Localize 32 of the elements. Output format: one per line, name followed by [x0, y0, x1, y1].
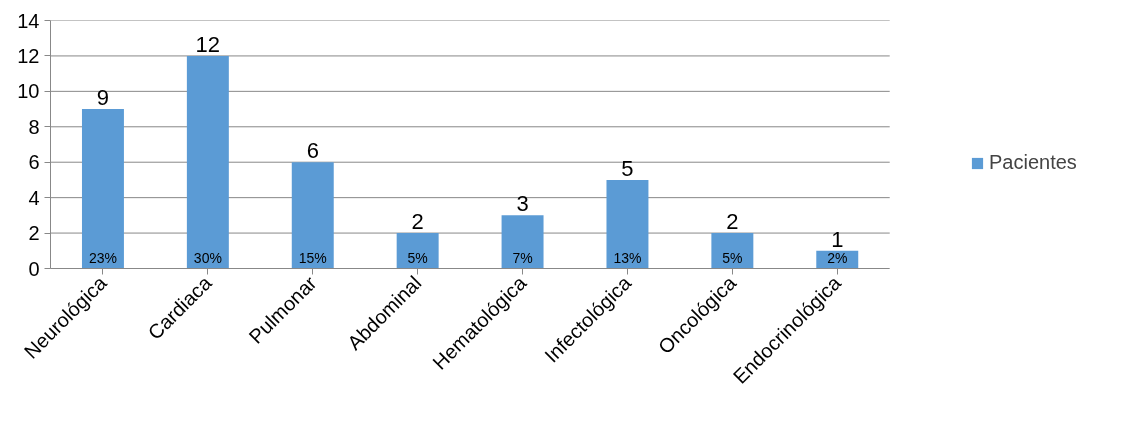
annotation: 13%	[613, 249, 642, 266]
annotation: 5%	[407, 249, 428, 266]
legend-label: Pacientes	[989, 151, 1077, 174]
bar	[711, 233, 754, 269]
data-label: 9	[96, 85, 110, 111]
bar	[81, 109, 124, 269]
y-tick-label: 4	[28, 186, 40, 209]
annotation: 5%	[722, 249, 743, 266]
data-label: 2	[411, 209, 424, 235]
y-tick-label: 10	[17, 80, 40, 103]
data-label: 3	[516, 191, 529, 217]
bar	[396, 233, 439, 269]
y-tick-label: 14	[17, 9, 40, 32]
annotation: 7%	[512, 249, 533, 266]
data-label: 5	[621, 155, 634, 181]
bar	[291, 162, 334, 269]
bar	[606, 179, 649, 269]
y-tick-label: 2	[28, 222, 40, 245]
annotation: 30%	[193, 249, 222, 266]
data-label: 1	[831, 226, 844, 252]
y-tick-label: 12	[17, 44, 40, 67]
data-label: 12	[195, 31, 221, 57]
y-tick-label: 8	[28, 115, 40, 138]
y-tick-label: 0	[28, 257, 40, 280]
annotation: 23%	[88, 249, 117, 266]
data-label: 6	[306, 138, 319, 164]
data-label: 2	[726, 209, 739, 235]
annotation: 15%	[298, 249, 327, 266]
bar	[186, 55, 229, 269]
bar	[501, 215, 544, 269]
y-tick-label: 6	[28, 151, 40, 174]
annotation: 2%	[827, 249, 848, 266]
